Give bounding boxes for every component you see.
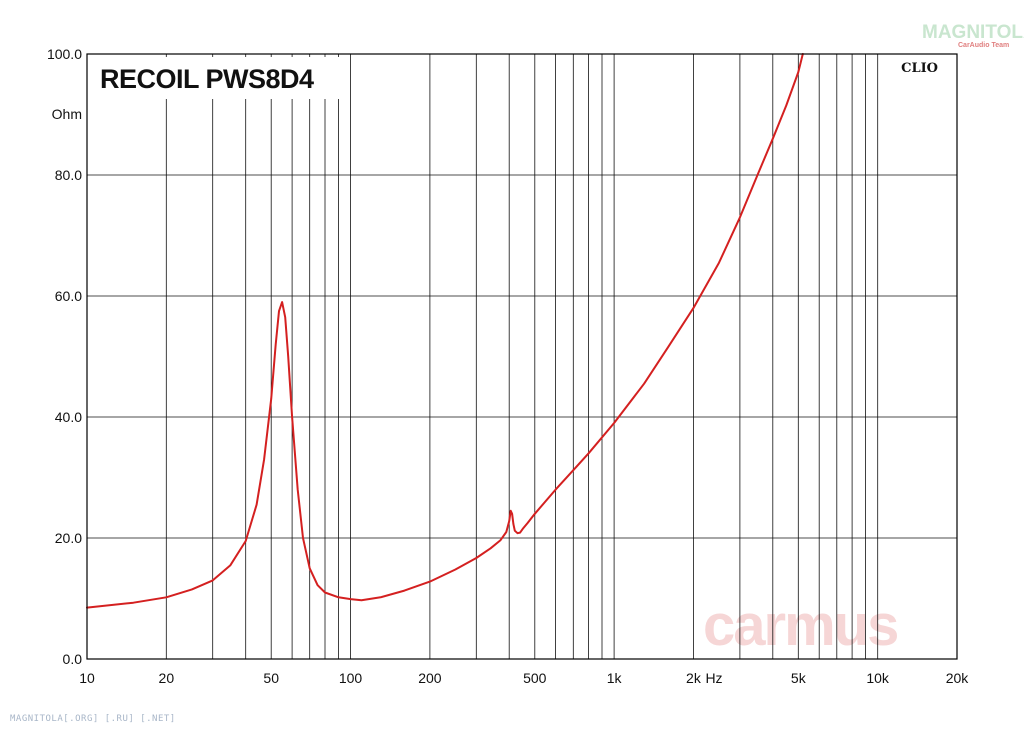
y-tick-label: 80.0 [55, 167, 82, 183]
y-tick-label: 60.0 [55, 288, 82, 304]
logo-main-text: MAGNITOLA [922, 22, 1024, 43]
x-tick-label: 10k [866, 670, 890, 686]
series-layer [86, 53, 804, 609]
magnitola-logo: MAGNITOLA CarAudio Team [922, 22, 1024, 49]
y-unit-label: Ohm [52, 106, 82, 122]
y-tick-label: 0.0 [63, 651, 83, 667]
x-tick-label: 10 [79, 670, 95, 686]
x-tick-label: 1k [607, 670, 623, 686]
y-tick-label: 40.0 [55, 409, 82, 425]
y-tick-label: 100.0 [47, 46, 82, 62]
title-box [93, 57, 345, 99]
tick-labels: 0.0 20.0 40.0 60.0 80.0 100.0 10 20 50 100 200 500 1… [47, 46, 969, 686]
grid [87, 54, 957, 659]
x-tick-label: 5k [791, 670, 807, 686]
chart-title: RECOIL PWS8D4 [100, 64, 314, 94]
carmus-watermark: carmus [703, 593, 897, 658]
impedance-curve [86, 53, 804, 609]
carmus-watermark-text: carmus [703, 593, 897, 658]
x-tick-label: 2k [686, 670, 702, 686]
plot-frame [86, 53, 958, 660]
x-tick-label: 50 [263, 670, 279, 686]
x-tick-label: 500 [523, 670, 547, 686]
clio-label: CLIO [901, 61, 938, 76]
x-tick-label: 20k [946, 670, 970, 686]
footer-text: MAGNITOLA[.ORG] [.RU] [.NET] [10, 714, 176, 724]
y-tick-label: 20.0 [55, 530, 82, 546]
x-tick-label: 200 [418, 670, 442, 686]
clio-box [893, 58, 943, 76]
x-unit-label: Hz [705, 670, 722, 686]
logo-sub-text: CarAudio Team [958, 42, 1009, 49]
x-tick-label: 100 [339, 670, 363, 686]
x-tick-label: 20 [159, 670, 175, 686]
